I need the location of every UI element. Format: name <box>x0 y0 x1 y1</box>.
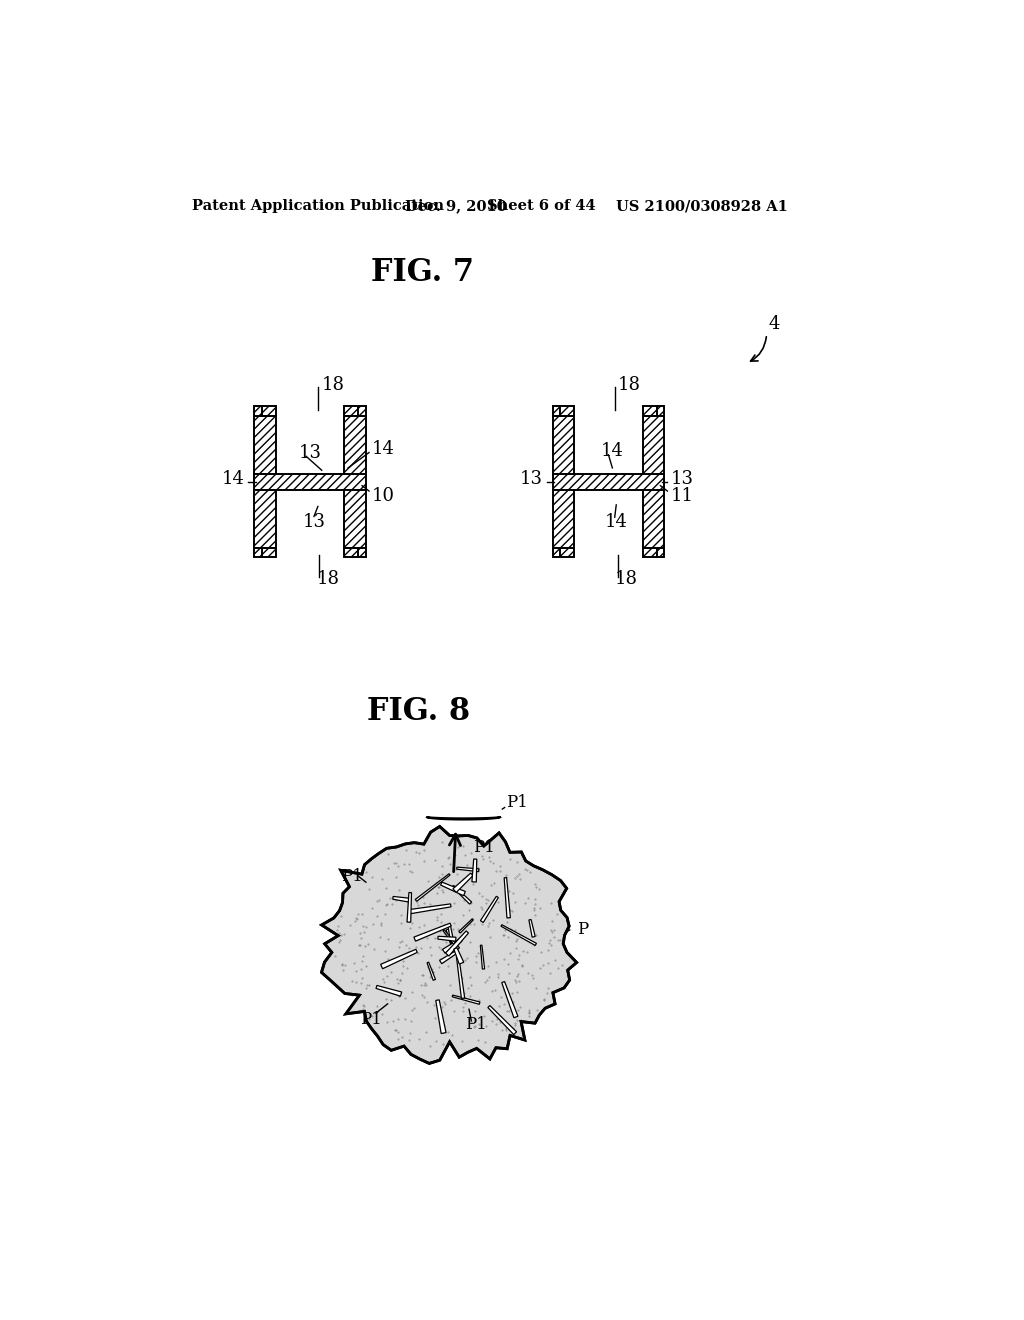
Bar <box>643 416 665 474</box>
Text: 14: 14 <box>604 513 628 531</box>
Polygon shape <box>457 956 465 998</box>
Bar <box>344 416 366 474</box>
Text: P1: P1 <box>360 1011 382 1028</box>
Polygon shape <box>322 826 577 1064</box>
Text: 13: 13 <box>671 470 693 488</box>
Polygon shape <box>446 929 454 945</box>
Text: Patent Application Publication: Patent Application Publication <box>193 199 444 213</box>
Bar <box>344 490 366 548</box>
Polygon shape <box>393 896 411 903</box>
Bar <box>643 407 665 416</box>
Polygon shape <box>502 982 518 1018</box>
Bar <box>344 548 366 557</box>
Text: 18: 18 <box>614 570 638 587</box>
Bar <box>254 490 276 548</box>
Text: P1: P1 <box>465 1016 487 1034</box>
Polygon shape <box>443 929 460 949</box>
Text: 14: 14 <box>601 442 624 459</box>
Text: 18: 18 <box>617 376 641 393</box>
Polygon shape <box>414 923 452 941</box>
Text: 14: 14 <box>222 470 245 488</box>
Bar <box>553 490 574 548</box>
Polygon shape <box>440 882 465 896</box>
Polygon shape <box>449 925 454 942</box>
Polygon shape <box>439 950 458 964</box>
Polygon shape <box>408 892 412 923</box>
Text: Dec. 9, 2010: Dec. 9, 2010 <box>406 199 507 213</box>
Bar <box>553 416 574 474</box>
Bar <box>553 548 574 557</box>
Bar <box>344 407 366 416</box>
Polygon shape <box>438 936 456 941</box>
Text: 11: 11 <box>671 487 693 504</box>
Bar <box>254 548 276 557</box>
Polygon shape <box>426 817 501 820</box>
Text: 14: 14 <box>372 441 395 458</box>
Polygon shape <box>480 945 484 969</box>
Text: P1: P1 <box>341 867 362 884</box>
Text: P: P <box>578 921 589 939</box>
Text: 10: 10 <box>372 487 395 504</box>
Polygon shape <box>504 878 510 917</box>
Polygon shape <box>529 920 536 937</box>
Polygon shape <box>454 948 464 964</box>
Polygon shape <box>427 962 435 981</box>
Text: FIG. 8: FIG. 8 <box>367 696 470 727</box>
Text: 13: 13 <box>299 444 322 462</box>
Text: US 2100/0308928 A1: US 2100/0308928 A1 <box>616 199 788 213</box>
Bar <box>254 416 276 474</box>
Polygon shape <box>459 919 473 933</box>
Polygon shape <box>445 931 469 956</box>
Text: 13: 13 <box>302 513 326 531</box>
Polygon shape <box>453 995 480 1005</box>
Polygon shape <box>453 873 473 892</box>
Text: 13: 13 <box>520 470 543 488</box>
FancyArrowPatch shape <box>751 337 766 362</box>
Polygon shape <box>442 939 462 953</box>
Bar <box>643 548 665 557</box>
Text: P1: P1 <box>473 840 495 857</box>
Text: 4: 4 <box>768 315 779 333</box>
Polygon shape <box>436 999 446 1034</box>
Polygon shape <box>381 949 417 969</box>
Bar <box>254 407 276 416</box>
Bar <box>254 474 366 490</box>
Text: FIG. 7: FIG. 7 <box>371 257 474 288</box>
Polygon shape <box>457 867 479 871</box>
Polygon shape <box>410 904 451 913</box>
Bar <box>643 490 665 548</box>
Polygon shape <box>453 886 472 904</box>
Text: P1: P1 <box>506 795 528 812</box>
Bar <box>553 474 665 490</box>
Text: 18: 18 <box>316 570 339 587</box>
Polygon shape <box>472 859 477 882</box>
Polygon shape <box>416 874 451 902</box>
Text: Sheet 6 of 44: Sheet 6 of 44 <box>486 199 595 213</box>
Text: 18: 18 <box>322 376 345 393</box>
Polygon shape <box>376 986 401 997</box>
Bar <box>553 407 574 416</box>
Polygon shape <box>480 896 499 923</box>
Polygon shape <box>501 925 537 945</box>
Polygon shape <box>487 1006 516 1035</box>
